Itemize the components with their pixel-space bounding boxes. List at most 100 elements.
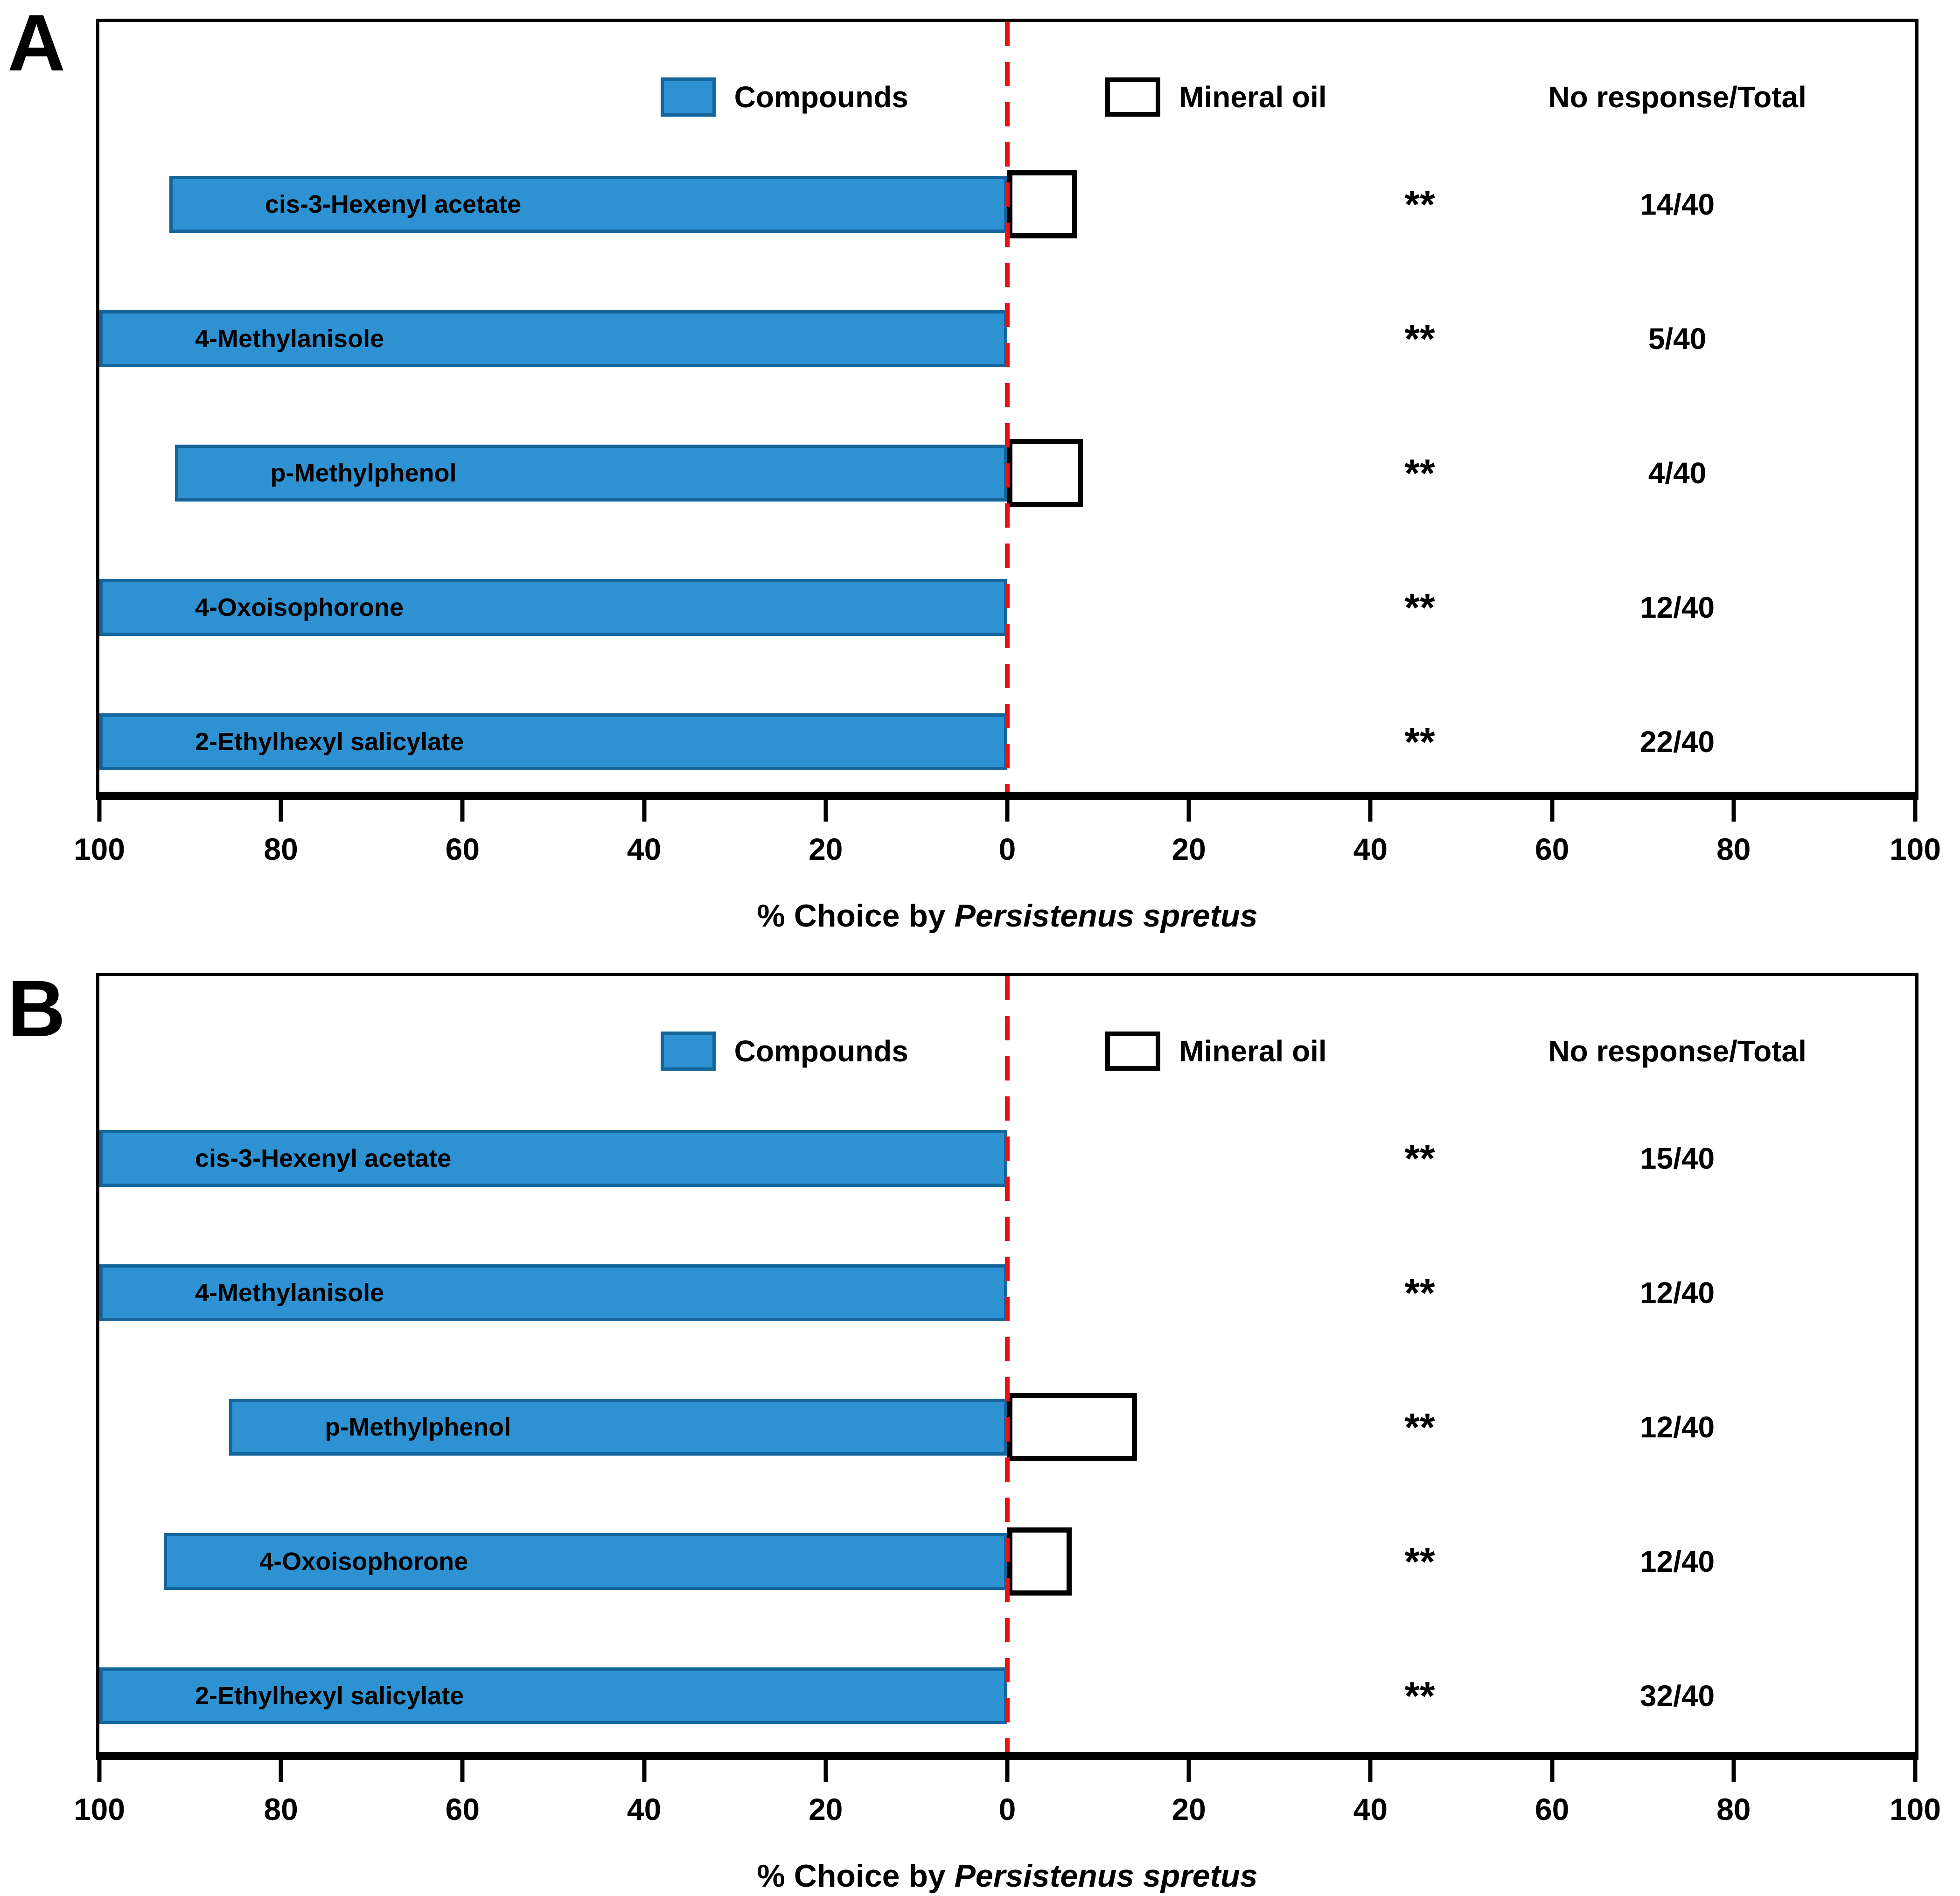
axis-tick xyxy=(823,800,828,822)
row-annotations: ** 4/40 xyxy=(99,449,1915,497)
axis-tick-label: 60 xyxy=(445,1792,480,1826)
compounds-swatch-icon xyxy=(660,77,716,117)
axis-tick xyxy=(460,800,465,822)
axis-tick-label: 40 xyxy=(627,1792,662,1826)
axis-tick xyxy=(279,1760,283,1782)
compound-bar: p-Methylphenol xyxy=(229,1399,1007,1456)
significance-stars: ** xyxy=(1404,1136,1435,1180)
legend-item-mineral-oil: Mineral oil xyxy=(1105,67,1327,127)
compound-bar: 4-Methylanisole xyxy=(99,310,1007,367)
no-response-header: No response/Total xyxy=(1548,80,1807,114)
axis-tick-label: 80 xyxy=(264,1792,298,1826)
no-response-ratio: 15/40 xyxy=(1639,1142,1715,1175)
axis-tick xyxy=(97,1760,102,1782)
significance-stars: ** xyxy=(1404,586,1435,629)
axis-tick xyxy=(1550,1760,1555,1782)
axis-tick xyxy=(642,800,647,822)
axis-tick-label: 100 xyxy=(73,1792,126,1826)
axis-tick-label: 80 xyxy=(1716,832,1751,866)
row-annotations: ** 12/40 xyxy=(99,583,1915,632)
zero-dashed-line xyxy=(1005,976,1010,1752)
legend-item-mineral-oil: Mineral oil xyxy=(1105,1021,1327,1081)
axis-tick xyxy=(1368,800,1373,822)
mineral-oil-bar xyxy=(1007,170,1077,238)
axis-tick xyxy=(823,1760,828,1782)
compound-bar: cis-3-Hexenyl acetate xyxy=(99,1130,1007,1187)
compound-bar: cis-3-Hexenyl acetate xyxy=(169,176,1007,233)
mineral-oil-bar xyxy=(1007,439,1083,507)
compound-bar-label: 4-Oxoisophorone xyxy=(259,1547,468,1575)
row-annotations: ** 12/40 xyxy=(99,1537,1915,1586)
compound-bar-label: 4-Oxoisophorone xyxy=(195,593,404,621)
legend-label-compounds: Compounds xyxy=(734,1034,908,1068)
no-response-ratio: 22/40 xyxy=(1639,725,1715,759)
no-response-ratio: 32/40 xyxy=(1639,1679,1715,1713)
significance-stars: ** xyxy=(1404,317,1435,361)
panel-label-a: A xyxy=(7,0,66,88)
x-axis-title-species: Persistenus spretus xyxy=(954,1858,1258,1894)
row-annotations: ** 14/40 xyxy=(99,180,1915,229)
x-axis-title-text: % Choice by xyxy=(757,1858,955,1894)
axis-tick-label: 100 xyxy=(73,832,126,866)
significance-stars: ** xyxy=(1404,182,1435,226)
compound-bar: p-Methylphenol xyxy=(174,445,1007,502)
axis-tick xyxy=(1550,800,1555,822)
axis-tick xyxy=(1913,1760,1918,1782)
axis-tick xyxy=(279,800,283,822)
legend-label-mineral-oil: Mineral oil xyxy=(1179,80,1327,114)
no-response-header: No response/Total xyxy=(1548,1034,1807,1068)
compound-bar: 4-Oxoisophorone xyxy=(99,579,1007,636)
x-axis-title-text: % Choice by xyxy=(757,898,955,934)
axis-tick xyxy=(1005,800,1010,822)
axis-tick-label: 100 xyxy=(1889,1792,1941,1826)
compound-bar-label: 4-Methylanisole xyxy=(195,325,384,353)
row-annotations: ** 15/40 xyxy=(99,1134,1915,1183)
significance-stars: ** xyxy=(1404,1674,1435,1718)
mineral-oil-swatch-icon xyxy=(1105,77,1161,117)
axis-tick-label: 0 xyxy=(998,832,1016,866)
x-axis-ticks xyxy=(97,800,1918,822)
row-annotations: ** 32/40 xyxy=(99,1672,1915,1720)
axis-tick-label: 60 xyxy=(1535,1792,1569,1826)
no-response-ratio: 14/40 xyxy=(1639,188,1715,221)
x-axis-tick-labels: 100 80 60 40 20 0 20 40 60 80 100 xyxy=(74,1791,1941,1833)
significance-stars: ** xyxy=(1404,1540,1435,1583)
legend-label-mineral-oil: Mineral oil xyxy=(1179,1034,1327,1068)
significance-stars: ** xyxy=(1404,1405,1435,1449)
significance-stars: ** xyxy=(1404,720,1435,764)
axis-tick xyxy=(1186,1760,1191,1782)
axis-tick-label: 80 xyxy=(264,832,298,866)
no-response-ratio: 12/40 xyxy=(1639,591,1715,624)
bar-rows: cis-3-Hexenyl acetate ** 15/40 4-Methylanis… xyxy=(99,976,1915,1752)
legend-label-compounds: Compounds xyxy=(734,80,908,114)
axis-tick-label: 80 xyxy=(1716,1792,1751,1826)
significance-stars: ** xyxy=(1404,451,1435,495)
axis-tick-label: 60 xyxy=(1535,832,1569,866)
legend: Compounds Mineral oil No response/Total xyxy=(99,1021,1915,1081)
axis-tick-label: 60 xyxy=(445,832,480,866)
significance-stars: ** xyxy=(1404,1271,1435,1315)
panel-a-plot-area: Compounds Mineral oil No response/Total … xyxy=(96,19,1918,800)
bar-rows: cis-3-Hexenyl acetate ** 14/40 4-Methylanis… xyxy=(99,22,1915,792)
x-axis-title-species: Persistenus spretus xyxy=(954,898,1258,934)
row-annotations: ** 12/40 xyxy=(99,1269,1915,1317)
axis-tick xyxy=(460,1760,465,1782)
axis-tick-label: 20 xyxy=(809,1792,843,1826)
axis-tick-label: 20 xyxy=(1172,832,1206,866)
row-annotations: ** 5/40 xyxy=(99,314,1915,363)
panel-a-chart: Compounds Mineral oil No response/Total … xyxy=(74,19,1941,956)
axis-tick-label: 0 xyxy=(998,1792,1016,1826)
compound-bar-label: cis-3-Hexenyl acetate xyxy=(195,1144,452,1172)
axis-tick-label: 20 xyxy=(1172,1792,1206,1826)
compound-bar-label: 4-Methylanisole xyxy=(195,1279,384,1307)
x-axis-title: % Choice by Persistenus spretus xyxy=(99,1858,1915,1894)
axis-tick xyxy=(1731,800,1736,822)
compound-bar: 4-Methylanisole xyxy=(99,1264,1007,1321)
no-response-ratio: 12/40 xyxy=(1639,1410,1715,1444)
compound-bar-label: p-Methylphenol xyxy=(270,459,457,487)
zero-dashed-line xyxy=(1005,22,1010,792)
no-response-ratio: 4/40 xyxy=(1648,456,1707,490)
mineral-oil-bar xyxy=(1007,1393,1137,1461)
axis-tick-label: 40 xyxy=(627,832,662,866)
